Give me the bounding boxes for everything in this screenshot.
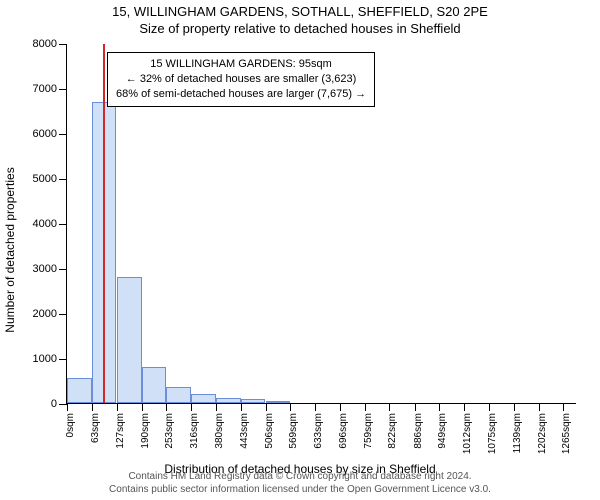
x-tick-label: 1012sqm <box>462 413 473 454</box>
chart-area: 0100020003000400050006000700080000sqm63s… <box>66 44 576 404</box>
annotation-line: 68% of semi-detached houses are larger (… <box>116 87 366 102</box>
x-tick-label: 1265sqm <box>561 413 572 454</box>
x-tick <box>142 403 143 411</box>
x-tick-label: 443sqm <box>239 413 250 449</box>
y-tick-label: 4000 <box>33 218 57 230</box>
title-subtitle: Size of property relative to detached ho… <box>0 21 600 36</box>
x-tick-label: 1139sqm <box>512 413 523 453</box>
x-tick-label: 696sqm <box>338 413 349 449</box>
x-tick-label: 253sqm <box>164 413 175 449</box>
x-tick <box>216 403 217 411</box>
x-tick <box>340 403 341 411</box>
x-tick-label: 506sqm <box>264 413 275 449</box>
x-tick <box>389 403 390 411</box>
x-tick <box>563 403 564 411</box>
x-tick-label: 127sqm <box>115 413 126 449</box>
y-tick-label: 6000 <box>33 128 57 140</box>
y-tick <box>59 269 67 270</box>
x-tick-label: 316sqm <box>189 413 200 449</box>
x-tick-label: 1075sqm <box>487 413 498 454</box>
annotation-line: ← 32% of detached houses are smaller (3,… <box>116 72 366 87</box>
annotation-box: 15 WILLINGHAM GARDENS: 95sqm← 32% of det… <box>107 52 375 107</box>
chart-titles: 15, WILLINGHAM GARDENS, SOTHALL, SHEFFIE… <box>0 0 600 36</box>
y-tick-label: 5000 <box>33 173 57 185</box>
footer-line-2: Contains public sector information licen… <box>0 483 600 496</box>
x-tick <box>191 403 192 411</box>
y-tick <box>59 44 67 45</box>
x-tick <box>67 403 68 411</box>
x-tick-label: 63sqm <box>90 413 101 443</box>
x-tick-label: 822sqm <box>387 413 398 449</box>
x-tick <box>117 403 118 411</box>
y-tick <box>59 314 67 315</box>
x-tick <box>365 403 366 411</box>
annotation-line: 15 WILLINGHAM GARDENS: 95sqm <box>116 57 366 72</box>
x-tick-label: 759sqm <box>363 413 374 449</box>
x-tick <box>439 403 440 411</box>
x-tick-label: 949sqm <box>437 413 448 449</box>
histogram-bar <box>166 387 191 403</box>
y-tick-label: 1000 <box>33 353 57 365</box>
x-tick-label: 1202sqm <box>537 413 548 454</box>
y-tick-label: 2000 <box>33 308 57 320</box>
x-tick <box>92 403 93 411</box>
x-tick <box>241 403 242 411</box>
y-axis-label: Number of detached properties <box>3 85 17 250</box>
histogram-bar <box>266 401 291 403</box>
x-tick <box>464 403 465 411</box>
attribution-footer: Contains HM Land Registry data © Crown c… <box>0 470 600 496</box>
x-tick <box>166 403 167 411</box>
x-tick-label: 380sqm <box>214 413 225 449</box>
y-tick <box>59 359 67 360</box>
y-tick-label: 0 <box>51 398 57 410</box>
x-tick <box>290 403 291 411</box>
footer-line-1: Contains HM Land Registry data © Crown c… <box>0 470 600 483</box>
y-tick <box>59 179 67 180</box>
y-tick <box>59 224 67 225</box>
x-tick <box>415 403 416 411</box>
histogram-bar <box>191 394 216 403</box>
x-tick <box>266 403 267 411</box>
y-tick-label: 3000 <box>33 263 57 275</box>
y-tick-label: 7000 <box>33 83 57 95</box>
histogram-bar <box>241 399 266 403</box>
histogram-bar <box>216 398 241 403</box>
x-tick-label: 0sqm <box>65 413 76 437</box>
x-tick <box>315 403 316 411</box>
y-tick-label: 8000 <box>33 38 57 50</box>
y-tick <box>59 134 67 135</box>
histogram-bar <box>67 378 92 403</box>
plot-region: 0100020003000400050006000700080000sqm63s… <box>66 44 576 404</box>
x-tick-label: 886sqm <box>413 413 424 449</box>
x-tick-label: 190sqm <box>140 413 151 449</box>
title-address: 15, WILLINGHAM GARDENS, SOTHALL, SHEFFIE… <box>0 4 600 19</box>
y-tick <box>59 404 67 405</box>
x-tick <box>489 403 490 411</box>
x-tick-label: 569sqm <box>288 413 299 449</box>
x-tick-label: 633sqm <box>313 413 324 449</box>
x-tick <box>539 403 540 411</box>
x-tick <box>514 403 515 411</box>
histogram-bar <box>117 277 142 403</box>
histogram-bar <box>142 367 167 403</box>
y-tick <box>59 89 67 90</box>
property-marker-line <box>103 44 105 403</box>
